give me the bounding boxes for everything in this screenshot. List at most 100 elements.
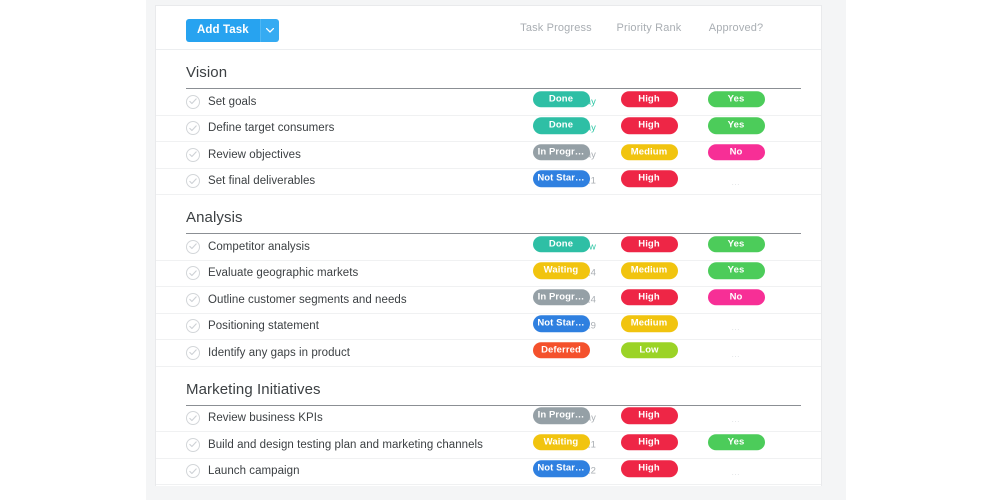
- cell-progress[interactable]: Done: [521, 117, 601, 140]
- task-name[interactable]: Define target consumers: [208, 122, 335, 135]
- priority-pill[interactable]: High: [620, 407, 678, 424]
- cell-progress[interactable]: Not Star…: [521, 460, 601, 483]
- column-header-task-progress[interactable]: Task Progress: [520, 22, 592, 34]
- progress-pill[interactable]: Waiting: [532, 434, 590, 451]
- check-circle-icon[interactable]: [186, 345, 200, 360]
- progress-pill[interactable]: Not Star…: [532, 460, 590, 477]
- cell-priority[interactable]: High: [609, 460, 689, 483]
- cell-priority[interactable]: Medium: [609, 315, 689, 338]
- task-row[interactable]: Evaluate geographic marketsJun 10 – 14Wa…: [156, 261, 821, 287]
- cell-progress[interactable]: Done: [521, 236, 601, 258]
- task-name[interactable]: Set goals: [208, 95, 257, 108]
- task-name[interactable]: Competitor analysis: [208, 240, 310, 253]
- check-circle-icon[interactable]: [186, 174, 200, 189]
- progress-pill[interactable]: In Progr…: [532, 144, 590, 161]
- priority-pill[interactable]: High: [620, 460, 678, 477]
- cell-progress[interactable]: Deferred: [521, 342, 601, 364]
- progress-pill[interactable]: In Progr…: [532, 289, 590, 306]
- progress-pill[interactable]: Waiting: [532, 262, 590, 279]
- progress-pill[interactable]: Not Star…: [532, 170, 590, 187]
- priority-pill[interactable]: High: [620, 117, 678, 134]
- section-title[interactable]: Marketing Initiatives: [186, 380, 321, 398]
- cell-priority[interactable]: Medium: [609, 262, 689, 285]
- cell-priority[interactable]: Low: [609, 342, 689, 364]
- cell-approved[interactable]: Yes: [696, 262, 776, 285]
- cell-progress[interactable]: Waiting: [521, 262, 601, 285]
- check-circle-icon[interactable]: [186, 319, 200, 334]
- check-circle-icon[interactable]: [186, 121, 200, 136]
- check-circle-icon[interactable]: [186, 239, 200, 254]
- check-circle-icon[interactable]: [186, 292, 200, 307]
- section-title[interactable]: Vision: [186, 64, 228, 81]
- cell-progress[interactable]: In Progr…: [521, 407, 601, 430]
- cell-progress[interactable]: In Progr…: [521, 289, 601, 311]
- task-row[interactable]: Set goalsTodayDoneHighYes: [156, 89, 821, 116]
- check-circle-icon[interactable]: [186, 94, 200, 109]
- chevron-down-icon[interactable]: [259, 19, 279, 42]
- cell-priority[interactable]: High: [609, 170, 689, 193]
- cell-progress[interactable]: Not Star…: [521, 170, 601, 193]
- add-task-button-group[interactable]: Add Task: [186, 19, 279, 42]
- priority-pill[interactable]: High: [620, 434, 678, 451]
- task-row[interactable]: Outline customer segments and needsJun 1…: [156, 287, 821, 314]
- progress-pill[interactable]: Deferred: [532, 342, 590, 359]
- priority-pill[interactable]: High: [620, 170, 678, 187]
- priority-pill[interactable]: Medium: [620, 262, 678, 279]
- task-row[interactable]: Competitor analysisTomorrowDoneHighYes: [156, 234, 821, 261]
- cell-approved[interactable]: …: [696, 462, 776, 480]
- task-row[interactable]: Build and design testing plan and market…: [156, 432, 821, 459]
- cell-priority[interactable]: High: [609, 289, 689, 311]
- cell-approved[interactable]: Yes: [696, 236, 776, 258]
- progress-pill[interactable]: Done: [532, 117, 590, 134]
- task-name[interactable]: Review objectives: [208, 148, 301, 161]
- progress-pill[interactable]: In Progr…: [532, 407, 590, 424]
- column-header-approved[interactable]: Approved?: [708, 22, 764, 34]
- task-row[interactable]: Review business KPIsFridayIn Progr…High…: [156, 406, 821, 432]
- priority-pill[interactable]: High: [620, 236, 678, 253]
- cell-progress[interactable]: In Progr…: [521, 144, 601, 166]
- task-name[interactable]: Positioning statement: [208, 320, 320, 333]
- task-name[interactable]: Review business KPIs: [208, 412, 323, 425]
- column-header-priority-rank[interactable]: Priority Rank: [616, 22, 682, 34]
- check-circle-icon[interactable]: [186, 266, 200, 281]
- progress-pill[interactable]: Not Star…: [532, 315, 590, 332]
- cell-approved[interactable]: No: [696, 144, 776, 166]
- cell-progress[interactable]: Done: [521, 91, 601, 113]
- approved-pill[interactable]: Yes: [707, 262, 765, 279]
- task-name[interactable]: Outline customer segments and needs: [208, 293, 407, 306]
- priority-pill[interactable]: Medium: [620, 144, 678, 161]
- section-title[interactable]: Analysis: [186, 209, 243, 226]
- cell-progress[interactable]: Not Star…: [521, 315, 601, 338]
- task-row[interactable]: Identify any gaps in product Deferred Low…: [156, 340, 821, 367]
- cell-approved[interactable]: Yes: [696, 434, 776, 456]
- add-task-button[interactable]: Add Task: [186, 19, 260, 42]
- cell-progress[interactable]: Waiting: [521, 434, 601, 456]
- cell-approved[interactable]: Yes: [696, 117, 776, 140]
- cell-approved[interactable]: …: [696, 317, 776, 335]
- cell-approved[interactable]: …: [696, 409, 776, 427]
- approved-pill[interactable]: No: [707, 289, 765, 306]
- task-name[interactable]: Set final deliverables: [208, 175, 316, 188]
- approved-pill[interactable]: Yes: [707, 236, 765, 253]
- progress-pill[interactable]: Done: [532, 91, 590, 108]
- priority-pill[interactable]: Low: [620, 342, 678, 359]
- check-circle-icon[interactable]: [186, 437, 200, 452]
- cell-priority[interactable]: High: [609, 434, 689, 456]
- approved-pill[interactable]: No: [707, 144, 765, 161]
- task-name[interactable]: Identify any gaps in product: [208, 346, 351, 359]
- check-circle-icon[interactable]: [186, 464, 200, 479]
- priority-pill[interactable]: High: [620, 289, 678, 306]
- priority-pill[interactable]: Medium: [620, 315, 678, 332]
- cell-priority[interactable]: Medium: [609, 144, 689, 166]
- task-name[interactable]: Evaluate geographic markets: [208, 267, 359, 280]
- approved-pill[interactable]: Yes: [707, 91, 765, 108]
- cell-approved[interactable]: No: [696, 289, 776, 311]
- task-row[interactable]: Define target consumersTodayDoneHighYes: [156, 116, 821, 142]
- cell-priority[interactable]: High: [609, 407, 689, 430]
- cell-priority[interactable]: High: [609, 117, 689, 140]
- approved-pill[interactable]: Yes: [707, 117, 765, 134]
